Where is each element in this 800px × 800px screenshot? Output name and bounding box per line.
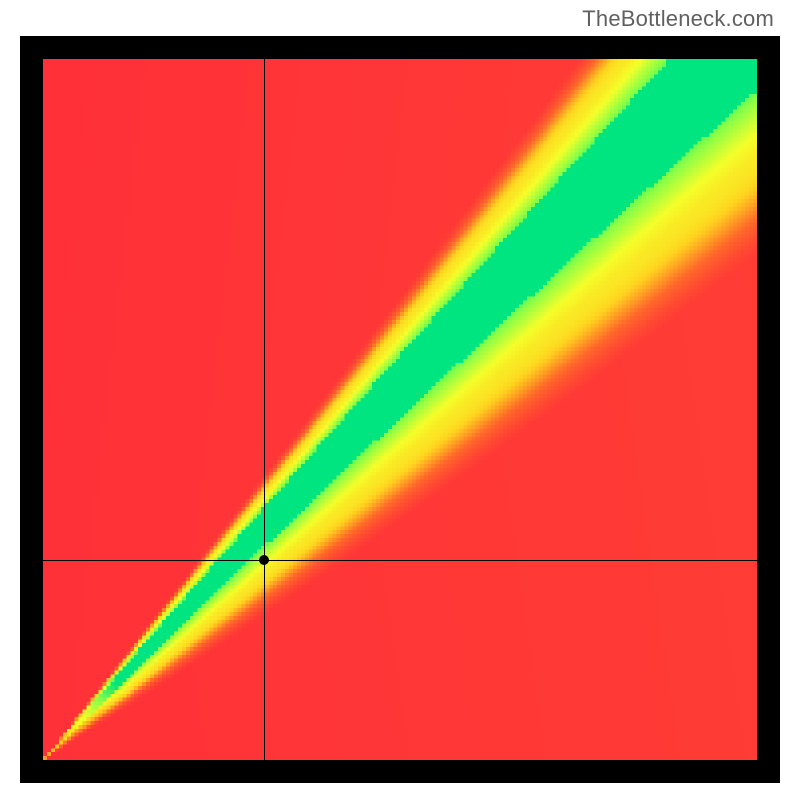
crosshair-horizontal (43, 560, 757, 561)
figure-container: TheBottleneck.com (0, 0, 800, 800)
watermark-text: TheBottleneck.com (582, 6, 774, 32)
crosshair-marker (259, 555, 269, 565)
plot-frame (20, 36, 780, 783)
crosshair-vertical (264, 59, 265, 760)
plot-area (43, 59, 757, 760)
heatmap-canvas (43, 59, 757, 760)
